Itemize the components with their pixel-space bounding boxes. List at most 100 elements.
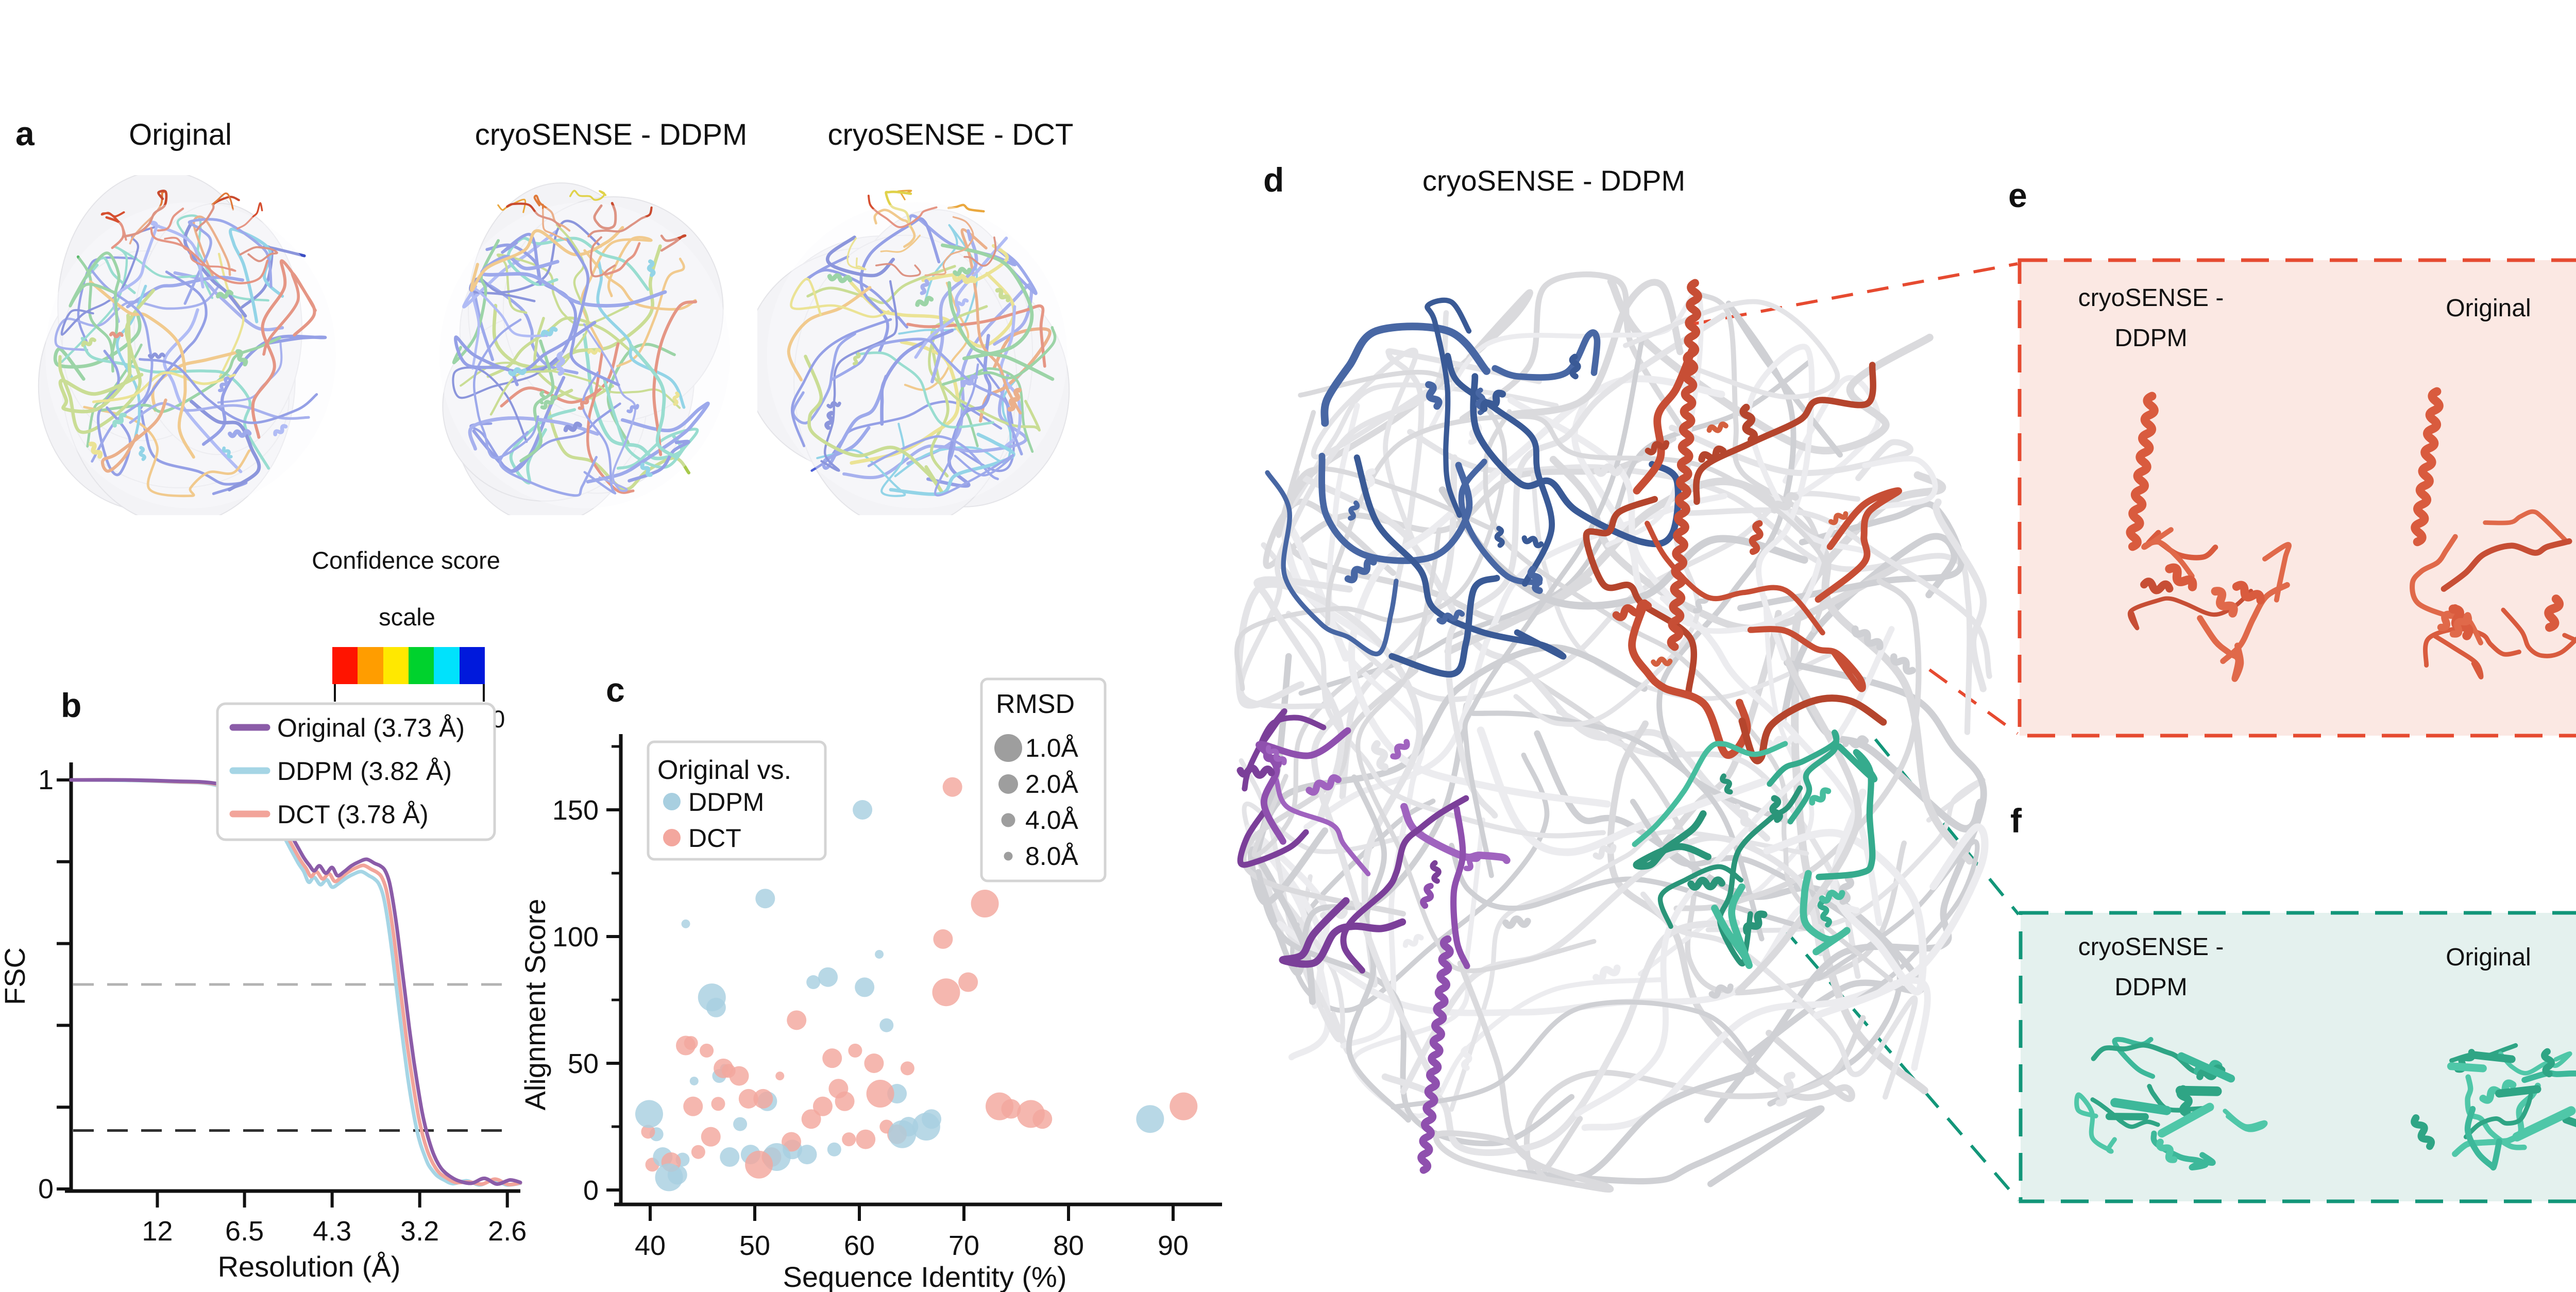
x-tick-label: 70 [948,1230,979,1261]
ribbon-strand [162,308,243,473]
scatter-point-dct [933,929,953,949]
ribbon-strand [1311,699,1442,1094]
scatter-point-dct [900,1061,914,1076]
ribbon-strand [1816,743,1878,880]
panel-label-b: b [61,686,82,724]
ribbon-strand [885,191,912,228]
ribbon-strand [501,233,542,285]
ribbon-strand [1425,381,1443,410]
ribbon-strand [1236,764,1275,779]
ribbon-strand [1516,1068,1825,1187]
scatter-point-ddpm [698,983,726,1012]
ribbon-strand [1425,297,1472,518]
ribbon-strand [1445,312,1726,819]
scatter-point-dct [775,1072,785,1081]
ribbon-strand [1371,740,1389,771]
ribbon-strand [2463,1093,2533,1140]
rmsd-legend-title: RMSD [996,689,1075,719]
ribbon-strand [109,331,124,338]
density-veil [45,202,336,508]
ribbon-strand [640,463,653,477]
scatter-point-dct [801,1109,821,1129]
series-legend-label: DDPM [688,788,764,817]
zoom-box-e [2018,258,2576,738]
y-axis-label: Alignment Score [519,899,551,1111]
ribbon-strand [1659,456,1938,634]
ribbon-strand [1402,933,1424,948]
ribbon-strand [1241,668,1419,917]
ribbon-strand [2521,1070,2576,1083]
ribbon-strand [1306,774,1342,796]
ribbon-strand [1346,774,1411,1123]
panel-label-c: c [606,671,625,709]
ribbon-strand [148,352,166,359]
ribbon-strand [606,343,676,445]
scatter-point-dct [864,1053,884,1073]
ribbon-strand [2411,1114,2435,1150]
ribbon-strand [1239,758,1350,1055]
scatter-point-dct [848,1043,862,1058]
ribbon-strand [1302,475,1770,842]
x-tick-label: 3.2 [400,1216,439,1247]
scatter-point-dct [738,1089,758,1109]
y-tick-label: 50 [568,1048,599,1079]
scatter-point-dct [787,1010,807,1030]
y-tick-label: 0 [38,1174,54,1204]
scatter-point-dct [822,1048,842,1068]
structure-f-original [2411,1043,2576,1171]
ribbon-strand [2447,1062,2487,1073]
ribbon-strand [2441,538,2572,592]
ribbon-strand [1318,452,1473,564]
ribbon-strand [1461,1046,1472,1071]
ribbon-strand [2196,1064,2226,1080]
panel-label-d: d [1263,161,1284,199]
x-tick-label: 60 [844,1230,875,1261]
scatter-point-ddpm [720,1147,740,1167]
rmsd-legend-dot [994,734,1022,762]
ribbon-strand [2512,1106,2576,1142]
rmsd-legend-box [980,677,1107,882]
ribbon-strand [842,372,1028,480]
fsc-legend-label: DCT (3.78 Å) [277,800,429,829]
ribbon-strand [875,263,921,277]
ribbon-strand [86,343,143,448]
ribbon-strand [2110,1098,2172,1115]
colorbar-segment [332,647,358,684]
panel-a-title-original: Original [129,118,232,151]
ribbon-strand [1687,876,1725,891]
ribbon-strand [218,376,230,393]
ribbon-strand [953,267,972,277]
ribbon-strand [1693,362,1876,505]
ribbon-strand [1445,352,1555,587]
panel-label-f: f [2010,802,2022,840]
ribbon-strand [593,201,617,230]
ribbon-strand [2074,1092,2117,1154]
scatter-point-dct [711,1097,725,1111]
ribbon-strand [867,194,938,228]
ribbon-strand [139,446,146,461]
scatter-point-dct [745,1150,773,1179]
scatter-point-ddpm [879,1018,894,1032]
scatter-point-ddpm [806,975,821,990]
rmsd-legend-dot [1004,852,1013,861]
ribbon-strand [2147,1084,2206,1113]
ribbon-strand [1483,409,1893,982]
scatter-point-dct [932,978,960,1007]
ribbon-strand [556,351,565,376]
rmsd-legend-dot [1001,813,1015,827]
x-tick-label: 6.5 [225,1216,264,1247]
ribbon-strand [1749,520,1764,555]
zoom-connector-red-bottom [1928,668,2019,735]
ribbon-strand [1686,507,1992,679]
ribbon-strand [539,390,546,405]
ribbon-strand [1779,533,1958,725]
ribbon-strand [2501,607,2576,658]
ribbon-strand [139,358,318,424]
scatter-point-ddpm [888,1120,917,1148]
scatter-point-dct [714,1058,734,1078]
colorbar-segment [408,647,434,684]
ribbon-strand [89,280,195,459]
panel-label-e: e [2008,176,2027,214]
ribbon-strand [229,227,284,324]
scatter-point-dct [700,1043,714,1058]
